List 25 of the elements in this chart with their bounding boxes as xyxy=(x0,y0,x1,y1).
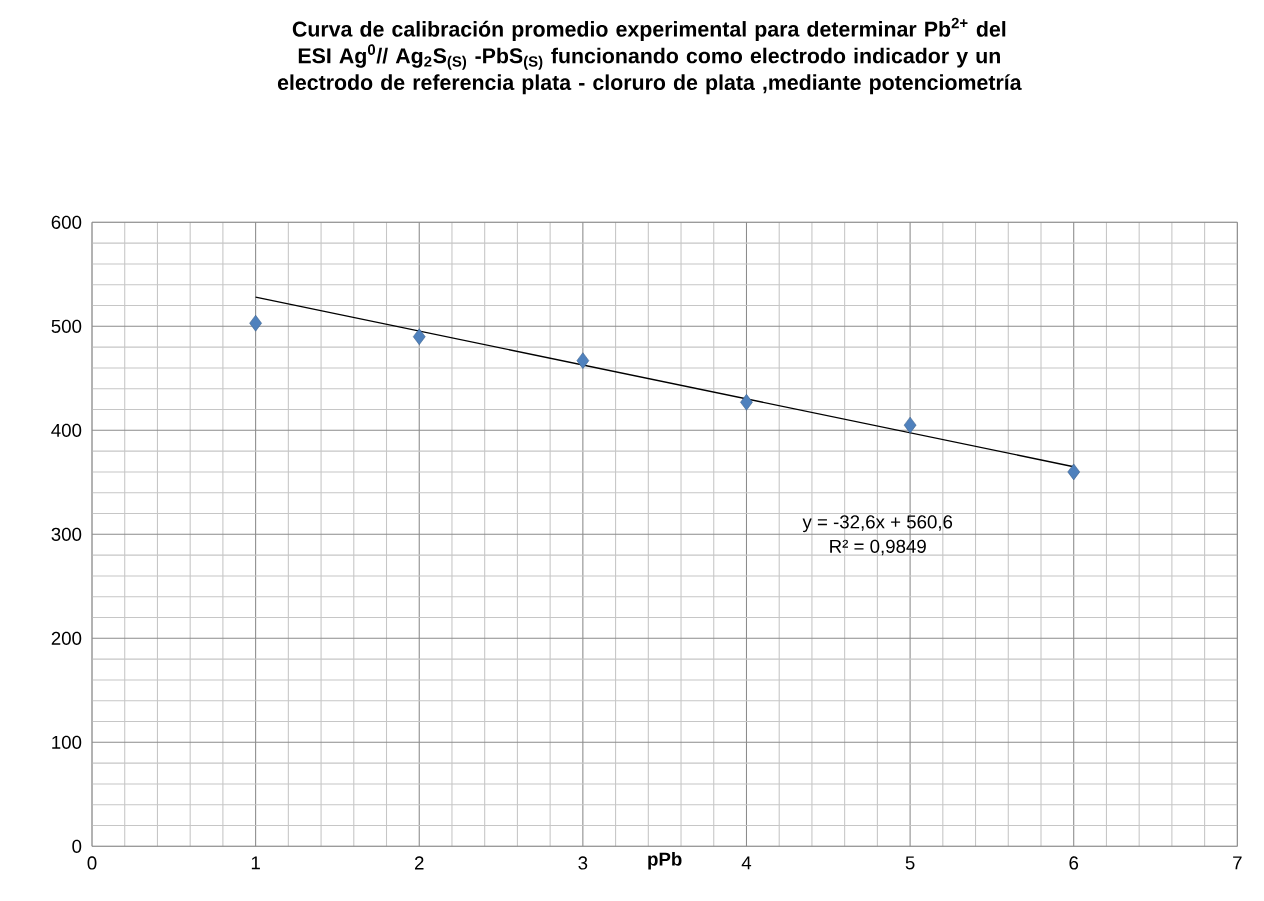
y-tick-label: 500 xyxy=(51,319,82,333)
point xyxy=(1067,463,1080,481)
point xyxy=(740,393,753,411)
y-tick-label: 400 xyxy=(51,423,82,437)
x-tick-label: 5 xyxy=(905,856,915,870)
x-tick-label: 0 xyxy=(87,856,97,870)
y-tick-label: 100 xyxy=(52,735,82,749)
point xyxy=(576,352,590,369)
annotation: R² = 0,9849 xyxy=(830,539,926,556)
x-tick-label: 4 xyxy=(741,856,752,870)
x-axis-title: pPb xyxy=(648,852,682,870)
chart-title: Curva de calibración promedio experimental para determinar Pb$^{2+}$ del ESI Ag$^{0}$// Ag$_{2}$S$_{(S)}$ -PbS$_{(S)}$ funcionando como electrodo indicador y un electrodo de referencia plata - cloruro de plata ,mediante potenciometría xyxy=(277,17,1022,95)
y-tick-label: 200 xyxy=(51,631,82,645)
point xyxy=(249,314,262,332)
x-tick-label: 1 xyxy=(251,856,260,870)
point xyxy=(412,328,426,345)
x-tick-label: 2 xyxy=(414,856,424,870)
point xyxy=(903,416,917,434)
x-tick-label: 6 xyxy=(1069,856,1079,870)
y-tick-label: 600 xyxy=(51,215,82,229)
x-tick-label: 3 xyxy=(578,856,588,870)
x-tick-label: 7 xyxy=(1233,856,1242,870)
annotation: y = -32,6x + 560,6 xyxy=(802,515,953,533)
y-tick-label: 300 xyxy=(51,527,82,541)
y-tick-label: 0 xyxy=(72,839,82,853)
